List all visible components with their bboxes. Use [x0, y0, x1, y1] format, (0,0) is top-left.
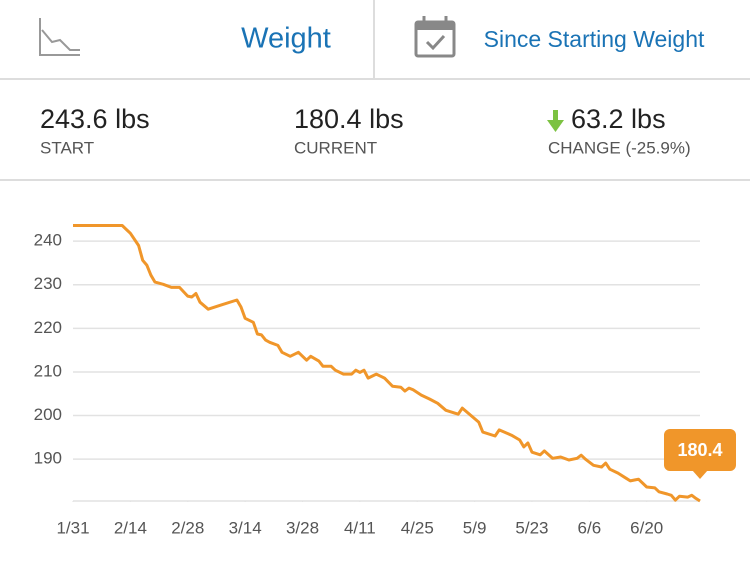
change-value: 63.2 lbs: [571, 104, 666, 134]
y-tick-label: 210: [34, 361, 62, 380]
callout-pointer: [692, 470, 708, 479]
chart: 190 200 210 220 230 240 1/31 2/14 2/28 3/14 3/28 4/…: [34, 224, 736, 537]
x-tick-label: 6/20: [630, 518, 663, 537]
change-label: CHANGE (-25.9%): [548, 138, 691, 157]
y-tick-label: 220: [34, 318, 62, 337]
x-tick-label: 6/6: [578, 518, 602, 537]
x-tick-label: 1/31: [56, 518, 89, 537]
x-tick-label: 2/14: [114, 518, 147, 537]
calendar-icon: [414, 16, 456, 58]
weight-tab[interactable]: Weight: [241, 23, 331, 55]
start-value: 243.6 lbs: [40, 104, 150, 134]
x-tick-label: 3/14: [229, 518, 262, 537]
current-label: CURRENT: [294, 138, 377, 157]
y-tick-label: 190: [34, 449, 62, 468]
current-value: 180.4 lbs: [294, 104, 404, 134]
x-tick-label: 5/9: [463, 518, 487, 537]
weight-line: [73, 224, 701, 503]
current-callout: 180.4: [664, 429, 736, 479]
x-tick-label: 5/23: [515, 518, 548, 537]
x-tick-label: 3/28: [286, 518, 319, 537]
start-label: START: [40, 138, 94, 157]
x-tick-label: 4/25: [401, 518, 434, 537]
range-selector[interactable]: Since Starting Weight: [484, 26, 705, 52]
callout-box: [664, 429, 736, 471]
down-arrow: [547, 110, 564, 132]
chart-icon: [39, 18, 80, 56]
x-tick-label: 2/28: [171, 518, 204, 537]
callout-label: 180.4: [677, 440, 722, 460]
x-tick-label: 4/11: [344, 518, 376, 537]
y-tick-label: 200: [34, 405, 62, 424]
y-tick-label: 240: [34, 231, 62, 250]
y-tick-label: 230: [34, 274, 62, 293]
